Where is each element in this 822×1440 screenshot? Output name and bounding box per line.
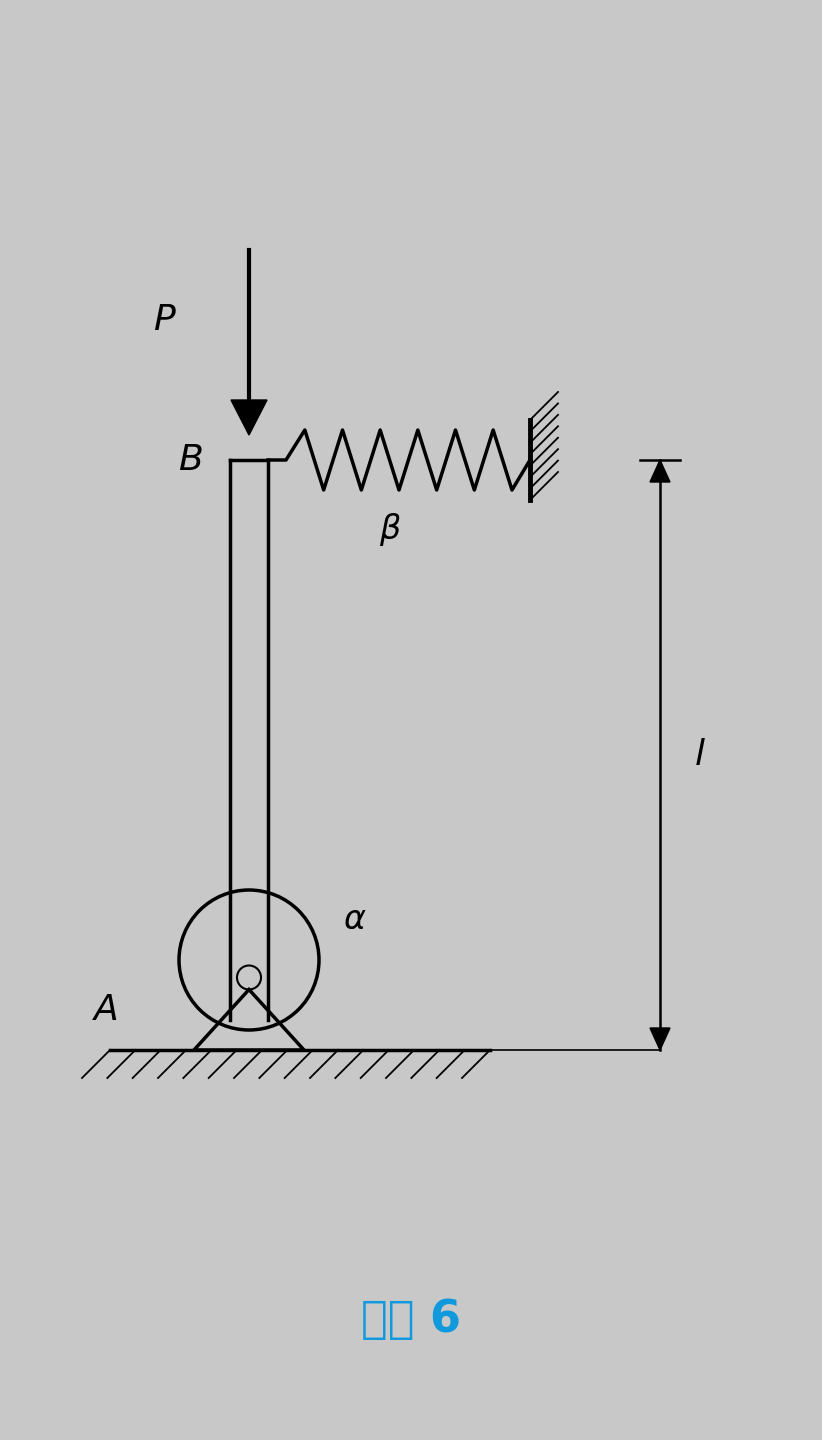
Text: $A$: $A$ [92, 994, 118, 1027]
Text: $\beta$: $\beta$ [379, 511, 401, 549]
Text: $B$: $B$ [178, 444, 202, 477]
Text: 그림 6: 그림 6 [361, 1299, 461, 1342]
Text: $l$: $l$ [694, 737, 706, 772]
Polygon shape [231, 400, 267, 435]
Polygon shape [650, 459, 670, 482]
Polygon shape [650, 1028, 670, 1050]
Text: $P$: $P$ [153, 302, 177, 337]
Text: $\alpha$: $\alpha$ [344, 904, 367, 936]
